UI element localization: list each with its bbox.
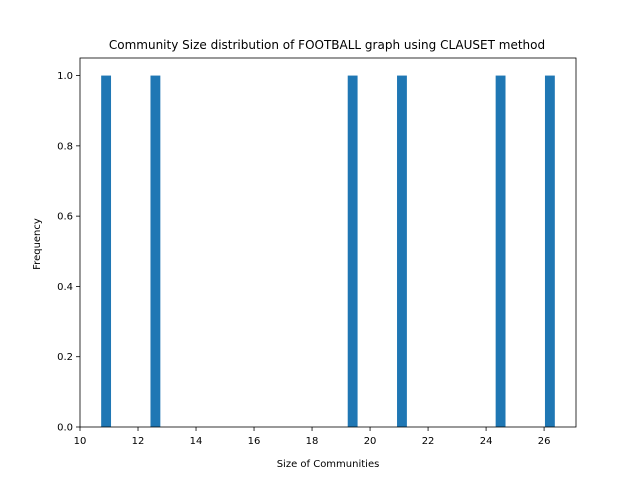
plot-frame	[79, 57, 577, 428]
bar	[347, 75, 358, 427]
y-tick-label: 0.4	[57, 282, 73, 293]
x-tick-label: 24	[480, 436, 493, 447]
x-tick-label: 26	[538, 436, 551, 447]
bar	[150, 75, 161, 427]
y-tick-label: 0.0	[57, 423, 73, 434]
bar	[495, 75, 506, 427]
chart-title: Community Size distribution of FOOTBALL …	[109, 38, 545, 52]
x-tick-label: 14	[190, 436, 203, 447]
y-tick-label: 0.6	[57, 212, 73, 223]
bar	[544, 75, 555, 427]
y-axis-ticks: 0.0 0.2 0.4 0.6 0.8 1.0	[57, 71, 80, 434]
y-tick-label: 1.0	[57, 71, 73, 82]
x-tick-label: 16	[248, 436, 261, 447]
y-tick-label: 0.2	[57, 352, 73, 363]
x-tick-label: 22	[422, 436, 435, 447]
bars-group	[101, 75, 555, 427]
x-tick-label: 20	[364, 436, 377, 447]
x-axis-ticks: 10 12 14 16 18 20 22 24 26	[74, 427, 551, 447]
y-tick-label: 0.8	[57, 141, 73, 152]
x-tick-label: 18	[306, 436, 319, 447]
bar	[397, 75, 407, 427]
x-tick-label: 10	[74, 436, 87, 447]
y-axis-label: Frequency	[32, 218, 43, 270]
x-tick-label: 12	[132, 436, 145, 447]
bar	[101, 75, 112, 427]
x-axis-label: Size of Communities	[277, 459, 380, 470]
